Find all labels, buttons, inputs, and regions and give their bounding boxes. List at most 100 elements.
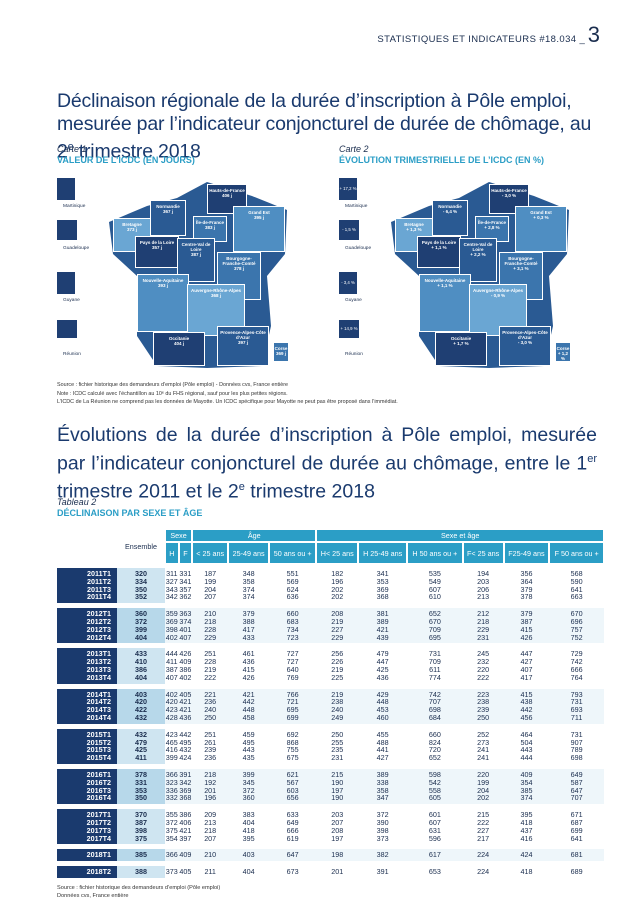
- row-label: 2015T1 2015T2 2015T3 2015T4: [57, 728, 117, 765]
- table-cell: 649 587 647 707: [549, 768, 604, 806]
- table-cell: 215 190 197 190: [316, 768, 359, 806]
- column-header: F 50 ans ou +: [549, 542, 604, 564]
- table-row: 2011T1 2011T2 2011T3 2011T4 320 334 350 352 311 3…: [57, 568, 604, 605]
- table-row: 2015T1 2015T2 2015T3 2015T4 432 479 425 411 423 4…: [57, 728, 604, 765]
- map-region: Occitanie 404 j: [153, 332, 205, 366]
- table-cell: 479 447 425 436: [358, 648, 408, 685]
- ensemble-cell: 433 410 386 404: [117, 648, 165, 685]
- table-cell: 681: [549, 849, 604, 863]
- table-cell: 601 607 631 596: [407, 809, 463, 846]
- table-cell: 381 389 421 439: [358, 608, 408, 645]
- table-cell: 731 709 611 774: [407, 648, 463, 685]
- column-header: < 25 ans: [192, 542, 229, 564]
- table-cell: 194 203 206 213: [462, 568, 504, 605]
- table-cell: 219 238 240 249: [316, 688, 359, 725]
- table-row: 2017T1 2017T2 2017T3 2017T4 370 387 398 375 355 3…: [57, 809, 604, 846]
- table-cell: 221 236 240 250: [192, 688, 229, 725]
- island-shape: [57, 320, 77, 338]
- table-cell: 215 222 227 217: [462, 809, 504, 846]
- table-cell: 660 824 720 652: [407, 729, 463, 765]
- table-cell: 415 438 442 456: [503, 688, 550, 725]
- ensemble-cell: 385: [117, 849, 165, 863]
- table-cell: 670 696 757 752: [549, 608, 604, 645]
- table-cell: 442 495 432 424: [178, 729, 193, 765]
- data-table: Ensemble Sexe Âge Sexe et âge H F < 25 ans…: [57, 529, 604, 879]
- ensemble-cell: 320 334 350 352: [117, 568, 165, 605]
- table-cell: 673: [268, 866, 317, 879]
- table-cell: 727 727 640 769: [268, 648, 317, 685]
- row-label: 2018T1: [57, 849, 117, 863]
- table-cell: 633 649 666 619: [268, 809, 317, 846]
- table-cell: 455 488 441 427: [358, 729, 408, 765]
- island-label: Réunion: [345, 352, 363, 357]
- island-label: Réunion: [63, 352, 81, 357]
- header-title: STATISTIQUES ET INDICATEURS: [377, 34, 537, 45]
- table-cell: 418: [503, 866, 550, 879]
- table-cell: 461 436 415 426: [228, 648, 269, 685]
- table-row: 2013T1 2013T2 2013T3 2013T4 433 410 386 404 444 4…: [57, 648, 604, 685]
- map-region: Île-de-France + 2,8 %: [475, 216, 509, 242]
- table-cell: 402 420 423 428: [165, 688, 179, 725]
- table-caption: Tableau 2 DÉCLINAISON PAR SEXE ET ÂGE: [57, 497, 203, 518]
- header-separator: _: [579, 34, 585, 45]
- row-label: 2013T1 2013T2 2013T3 2013T4: [57, 648, 117, 685]
- map-region: Grand Est + 0,3 %: [515, 206, 567, 252]
- table-cell: 379 387 415 426: [503, 608, 550, 645]
- table-cell: 212 218 229 231: [462, 608, 504, 645]
- map-region: Provence-Alpes-Côte d’Azur - 3,0 %: [499, 326, 551, 366]
- table-cell: 729 742 666 764: [549, 648, 604, 685]
- table-row: 2014T1 2014T2 2014T3 2014T4 403 420 422 432 402 4…: [57, 688, 604, 725]
- table-cell: 444 411 387 407: [165, 648, 179, 685]
- table-row: 2016T1 2016T2 2016T3 2016T4 378 331 353 350 366 3…: [57, 768, 604, 806]
- table-cell: 372 390 398 373: [358, 809, 408, 846]
- island-label: Guyane: [345, 298, 362, 303]
- table-cell: 250 255 235 231: [316, 729, 359, 765]
- source-note-1: Source : fichier historique des demandeu…: [57, 382, 398, 405]
- map-region: Île-de-France 383 j: [193, 216, 227, 242]
- table-cell: 331 341 357 362: [178, 568, 193, 605]
- column-header: H< 25 ans: [316, 542, 359, 564]
- table-cell: 382: [358, 849, 408, 863]
- table-cell: 355 372 375 354: [165, 809, 179, 846]
- row-label: 2018T2: [57, 866, 117, 879]
- ensemble-cell: 388: [117, 866, 165, 879]
- table-cell: 424: [503, 849, 550, 863]
- map-region: Normandie 367 j: [150, 200, 186, 236]
- table-cell: 405 421 421 436: [178, 688, 193, 725]
- column-header: F< 25 ans: [462, 542, 504, 564]
- table-cell: 692 868 755 675: [268, 729, 317, 765]
- table-cell: 621 567 603 656: [268, 768, 317, 806]
- header-group-age: Âge: [192, 529, 317, 542]
- map-icdc-values: Hauts-de-France 406 j Normandie 367 j Île-de…: [57, 176, 299, 372]
- header-group-sexe-age: Sexe et âge: [316, 529, 604, 542]
- table-cell: 256 226 219 225: [316, 648, 359, 685]
- table-cell: 245 232 220 222: [462, 648, 504, 685]
- table-cell: 464 504 443 444: [503, 729, 550, 765]
- ensemble-cell: 403 420 422 432: [117, 688, 165, 725]
- table-cell: 356 364 379 378: [503, 568, 550, 605]
- page-header: STATISTIQUES ET INDICATEURS #18.034 _ 3: [377, 24, 600, 46]
- table-cell: 403: [228, 849, 269, 863]
- table-cell: 742 707 698 684: [407, 688, 463, 725]
- table-cell: 660 683 734 723: [268, 608, 317, 645]
- table-row: 2018T1 385 366 409 210 403 647 198 382 617 224 424 6…: [57, 849, 604, 863]
- island-shape: + 14,9 %: [339, 320, 359, 338]
- table-cell: 209 213 218 207: [192, 809, 229, 846]
- table-cell: 348 358 374 374: [228, 568, 269, 605]
- table-cell: 429 448 453 460: [358, 688, 408, 725]
- column-header: H: [165, 542, 179, 564]
- map-region: Corse 369 j: [273, 342, 289, 362]
- source-note-2: Source : fichier historique des demandeu…: [57, 885, 221, 899]
- island-shape: [57, 272, 75, 294]
- table-cell: 379 388 417 433: [228, 608, 269, 645]
- table-cell: 218 192 201 196: [192, 768, 229, 806]
- table-row: 2012T1 2012T2 2012T3 2012T4 360 372 399 404 359 3…: [57, 608, 604, 645]
- map-region: Nouvelle-Aquitaine + 1,1 %: [419, 274, 471, 332]
- table-cell: 426 409 386 402: [178, 648, 193, 685]
- table-cell: 203 207 208 197: [316, 809, 359, 846]
- ensemble-cell: 432 479 425 411: [117, 728, 165, 765]
- table-cell: 187 199 204 207: [192, 568, 229, 605]
- island-label: Martinique: [63, 204, 86, 209]
- row-label: 2016T1 2016T2 2016T3 2016T4: [57, 768, 117, 806]
- island-label: Guadeloupe: [345, 246, 372, 251]
